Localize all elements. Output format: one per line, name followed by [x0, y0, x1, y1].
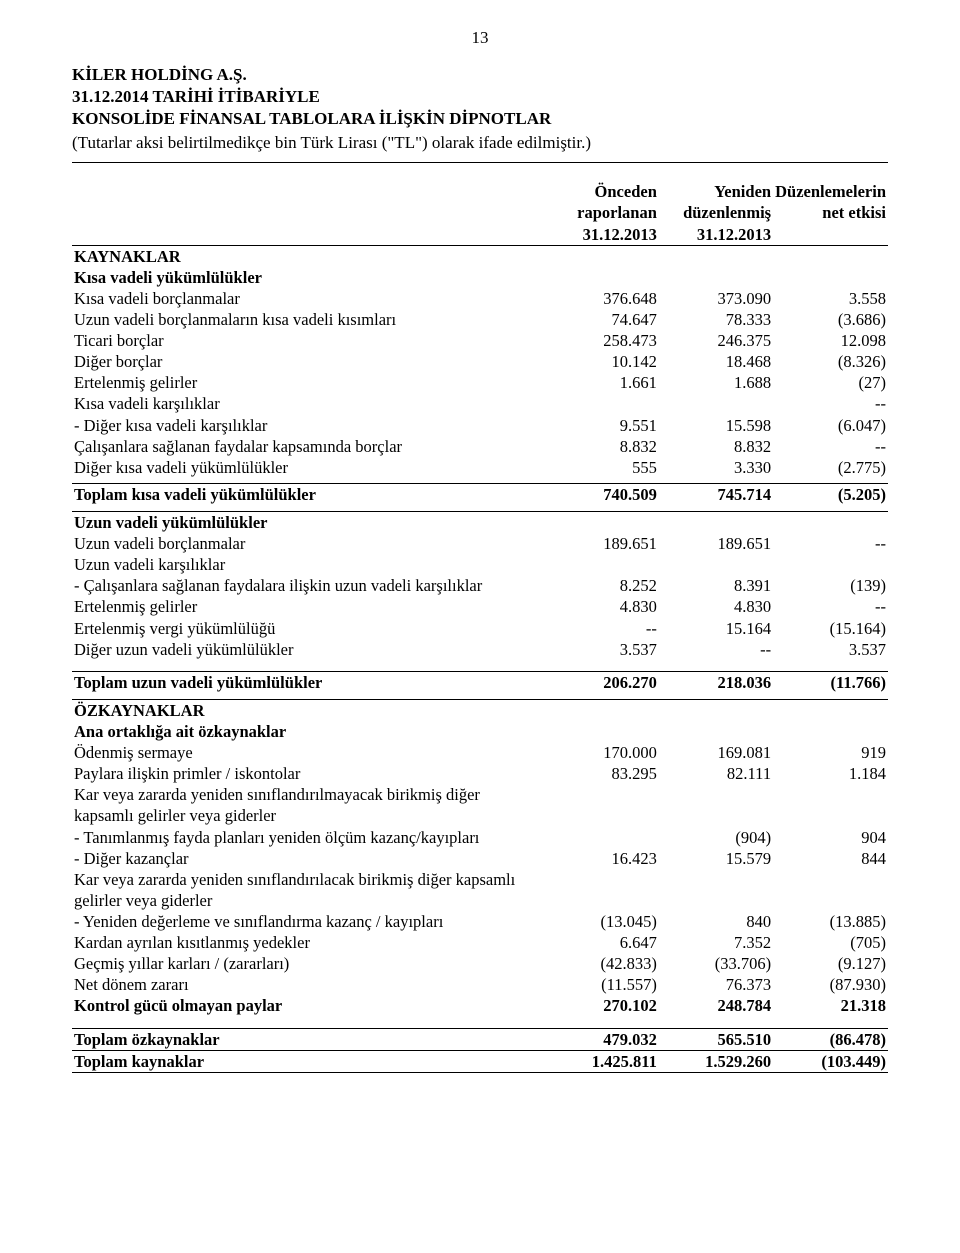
col3-l1: Düzenlemelerin: [773, 181, 888, 202]
header-sub: (Tutarlar aksi belirtilmedikçe bin Türk …: [72, 132, 888, 154]
table-row: Net dönem zararı(11.557)76.373(87.930): [72, 974, 888, 995]
table-row: Kardan ayrılan kısıtlanmış yedekler6.647…: [72, 932, 888, 953]
table-row: - Çalışanlara sağlanan faydalara ilişkin…: [72, 575, 888, 596]
table-row: Ödenmiş sermaye170.000169.081919: [72, 742, 888, 763]
col3-l2: net etkisi: [773, 202, 888, 223]
financial-table: Önceden Yeniden Düzenlemelerin raporlana…: [72, 181, 888, 1073]
total-ozkaynaklar: Toplam özkaynaklar479.032565.510(86.478): [72, 1029, 888, 1051]
col-header-row-3: 31.12.2013 31.12.2013: [72, 224, 888, 246]
document-header: KİLER HOLDİNG A.Ş. 31.12.2014 TARİHİ İTİ…: [72, 64, 888, 154]
total-kisa-vadeli: Toplam kısa vadeli yükümlülükler740.5097…: [72, 484, 888, 506]
col2-l1: Yeniden: [659, 181, 773, 202]
page-number: 13: [72, 28, 888, 48]
col-header-row-2: raporlanan düzenlenmiş net etkisi: [72, 202, 888, 223]
table-row: Geçmiş yıllar karları / (zararları)(42.8…: [72, 953, 888, 974]
table-row: Diğer uzun vadeli yükümlülükler3.537--3.…: [72, 639, 888, 660]
section-kisa-vadeli-yuk: Kısa vadeli yükümlülükler: [72, 267, 888, 288]
table-row: Uzun vadeli borçlanmaların kısa vadeli k…: [72, 309, 888, 330]
table-row: Paylara ilişkin primler / iskontolar83.2…: [72, 763, 888, 784]
table-row: - Yeniden değerleme ve sınıflandırma kaz…: [72, 911, 888, 932]
total-kaynaklar: Toplam kaynaklar1.425.8111.529.260(103.4…: [72, 1051, 888, 1073]
section-ana-ortakliga: Ana ortaklığa ait özkaynaklar: [72, 721, 888, 742]
table-row: Kontrol gücü olmayan paylar270.102248.78…: [72, 995, 888, 1016]
table-row: - Diğer kısa vadeli karşılıklar9.55115.5…: [72, 415, 888, 436]
section-uzun-vadeli-yuk: Uzun vadeli yükümlülükler: [72, 512, 888, 534]
col2-l2: düzenlenmiş: [659, 202, 773, 223]
header-rule: [72, 162, 888, 163]
col1-l3: 31.12.2013: [545, 224, 659, 246]
table-row: - Tanımlanmış fayda planları yeniden ölç…: [72, 827, 888, 848]
table-row: Uzun vadeli karşılıklar: [72, 554, 888, 575]
col2-l3: 31.12.2013: [659, 224, 773, 246]
table-row: Ertelenmiş vergi yükümlülüğü--15.164(15.…: [72, 618, 888, 639]
header-notes: KONSOLİDE FİNANSAL TABLOLARA İLİŞKİN DİP…: [72, 108, 888, 130]
total-uzun-vadeli: Toplam uzun vadeli yükümlülükler206.2702…: [72, 672, 888, 694]
table-row: Ertelenmiş gelirler1.6611.688(27): [72, 372, 888, 393]
section-kaynaklar: KAYNAKLAR: [72, 245, 888, 267]
table-row: Ertelenmiş gelirler4.8304.830--: [72, 596, 888, 617]
section-ozkaynaklar: ÖZKAYNAKLAR: [72, 699, 888, 721]
table-row: Çalışanlara sağlanan faydalar kapsamında…: [72, 436, 888, 457]
table-row: Kar veya zararda yeniden sınıflandırılac…: [72, 869, 888, 911]
table-row: Kısa vadeli karşılıklar--: [72, 393, 888, 414]
table-row: Diğer borçlar10.14218.468(8.326): [72, 351, 888, 372]
header-date: 31.12.2014 TARİHİ İTİBARİYLE: [72, 86, 888, 108]
company-name: KİLER HOLDİNG A.Ş.: [72, 64, 888, 86]
table-row: Kar veya zararda yeniden sınıflandırılma…: [72, 784, 888, 826]
col1-l2: raporlanan: [545, 202, 659, 223]
table-row: Ticari borçlar258.473246.37512.098: [72, 330, 888, 351]
table-row: - Diğer kazançlar16.42315.579844: [72, 848, 888, 869]
table-row: Diğer kısa vadeli yükümlülükler5553.330(…: [72, 457, 888, 478]
table-row: Kısa vadeli borçlanmalar376.648373.0903.…: [72, 288, 888, 309]
table-row: Uzun vadeli borçlanmalar189.651189.651--: [72, 533, 888, 554]
col1-l1: Önceden: [545, 181, 659, 202]
page-container: 13 KİLER HOLDİNG A.Ş. 31.12.2014 TARİHİ …: [0, 0, 960, 1121]
col-header-row-1: Önceden Yeniden Düzenlemelerin: [72, 181, 888, 202]
